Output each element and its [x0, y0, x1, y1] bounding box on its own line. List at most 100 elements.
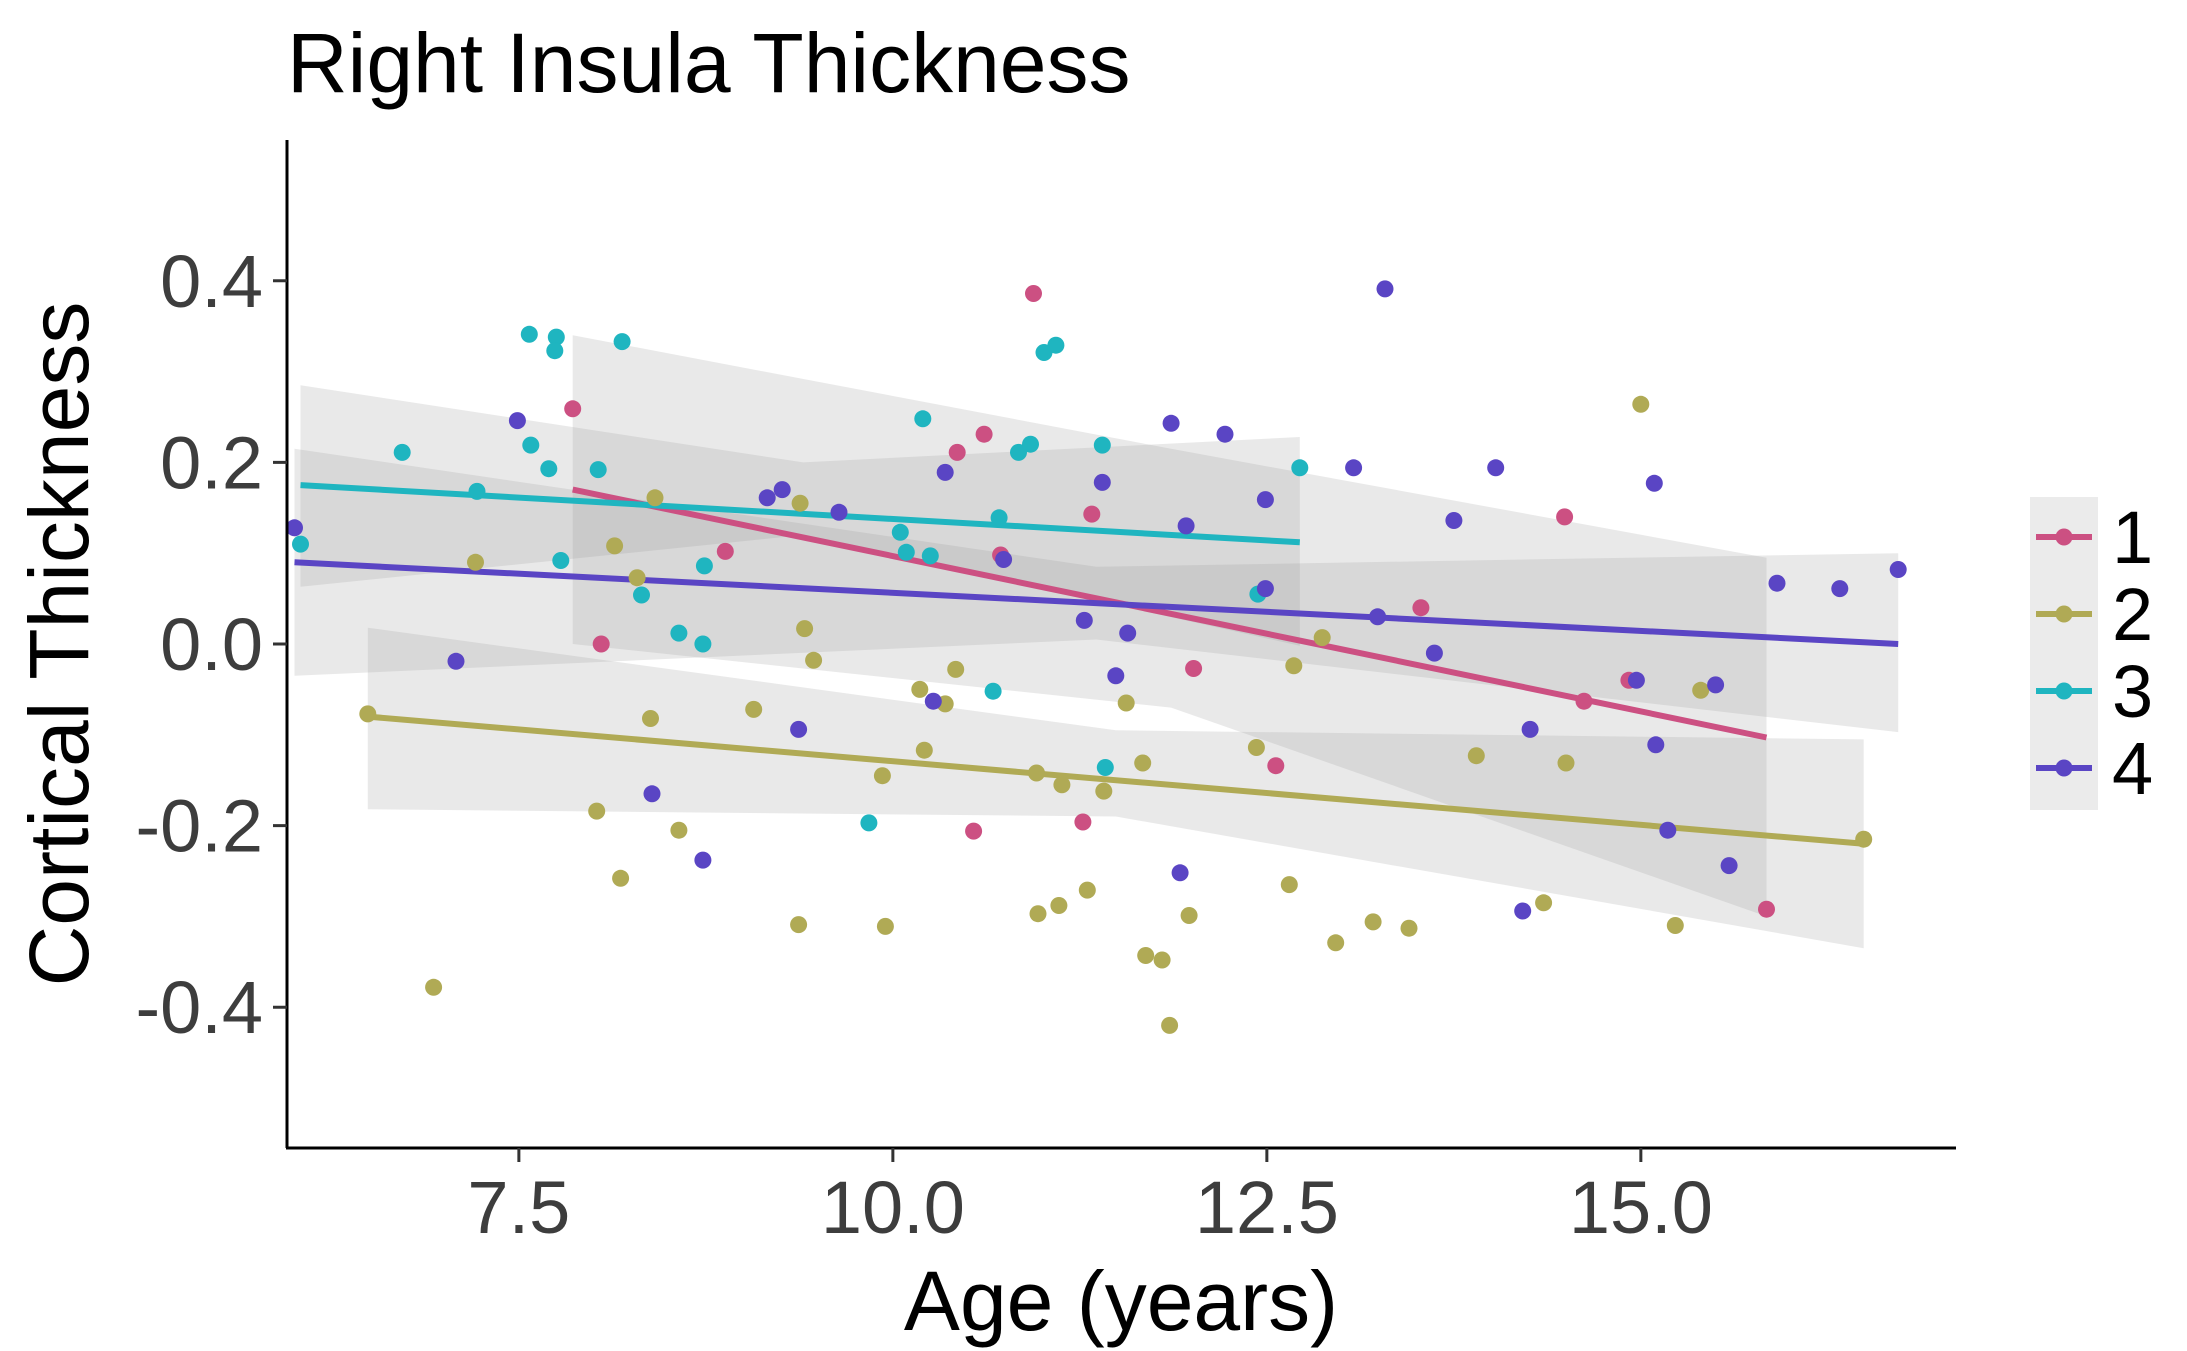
data-point-series-2	[359, 705, 377, 723]
data-point-series-2	[1467, 747, 1485, 765]
legend-background	[2030, 497, 2098, 810]
data-point-series-4	[1256, 491, 1274, 509]
data-point-series-2	[1364, 913, 1382, 931]
data-point-series-2	[628, 569, 646, 587]
data-point-series-4	[758, 489, 776, 507]
confidence-band-4	[294, 448, 1899, 733]
data-point-series-4	[830, 503, 848, 521]
data-point-series-2	[642, 710, 659, 727]
data-point-series-1	[1575, 692, 1593, 710]
data-point-series-3	[670, 624, 688, 642]
y-tick-label: -0.4	[135, 966, 263, 1049]
data-point-series-2	[1557, 754, 1575, 772]
data-point-series-3	[589, 461, 607, 479]
legend-label-2: 2	[2112, 573, 2153, 656]
data-point-series-4	[1889, 561, 1907, 578]
data-point-series-4	[447, 652, 465, 670]
data-point-series-2	[1313, 629, 1331, 647]
data-point-series-2	[1400, 919, 1418, 937]
fit-lines	[294, 482, 1899, 847]
data-point-series-4	[1647, 736, 1665, 754]
data-point-series-4	[773, 481, 791, 499]
data-point-series-2	[1134, 754, 1152, 772]
confidence-band-2	[367, 627, 1864, 949]
data-point-series-4	[1376, 280, 1394, 298]
legend-label-4: 4	[2112, 727, 2153, 810]
data-point-series-3	[547, 328, 565, 346]
data-points	[286, 280, 1907, 1034]
x-tick-label: 15.0	[1569, 1166, 1713, 1249]
data-point-series-2	[805, 651, 823, 669]
data-point-series-1	[1412, 599, 1430, 617]
data-point-series-2	[1029, 905, 1047, 923]
fit-line-2	[367, 713, 1864, 847]
y-axis-ticks: -0.4 -0.2 0.0 0.2 0.4	[135, 240, 287, 1049]
data-point-series-2	[1285, 657, 1303, 675]
data-point-series-2	[588, 802, 606, 820]
data-point-series-1	[1758, 900, 1775, 918]
data-point-series-3	[860, 814, 878, 832]
y-tick-label: 0.4	[160, 240, 263, 323]
y-axis-title: Cortical Thickness	[12, 302, 106, 987]
y-tick-label: -0.2	[135, 785, 263, 868]
x-tick-label: 12.5	[1195, 1166, 1339, 1249]
data-point-series-2	[425, 978, 443, 996]
data-point-series-1	[564, 400, 582, 418]
data-point-series-4	[1256, 580, 1274, 598]
data-point-series-3	[633, 586, 650, 604]
data-point-series-4	[286, 519, 303, 537]
data-point-series-4	[1514, 902, 1532, 920]
data-point-series-2	[1666, 917, 1684, 934]
data-point-series-3	[552, 552, 570, 569]
data-point-series-4	[790, 720, 808, 738]
data-point-series-1	[716, 542, 734, 560]
data-point-series-2	[745, 700, 763, 718]
data-point-series-4	[1216, 425, 1234, 443]
data-point-series-2	[1535, 894, 1553, 912]
data-point-series-2	[1161, 1016, 1179, 1034]
legend-key-point-3	[2055, 682, 2073, 700]
data-point-series-2	[1692, 681, 1710, 699]
data-point-series-1	[1025, 285, 1042, 302]
data-point-series-1	[1185, 660, 1203, 677]
data-point-series-2	[1050, 897, 1068, 914]
data-point-series-3	[520, 325, 538, 343]
data-point-series-2	[911, 680, 929, 698]
data-point-series-1	[1267, 757, 1285, 775]
data-point-series-2	[1117, 694, 1135, 712]
data-point-series-1	[975, 425, 993, 443]
data-point-series-3	[990, 509, 1008, 527]
legend-key-point-2	[2055, 605, 2073, 623]
data-point-series-3	[613, 333, 631, 351]
data-point-series-2	[876, 917, 894, 935]
data-point-series-2	[1137, 947, 1155, 964]
data-point-series-3	[897, 543, 915, 561]
data-point-series-4	[1369, 608, 1387, 626]
data-point-series-4	[1119, 624, 1137, 642]
data-point-series-4	[1345, 459, 1363, 477]
data-point-series-2	[947, 660, 965, 678]
data-point-series-3	[1291, 459, 1309, 477]
data-point-series-4	[1075, 611, 1093, 629]
data-point-series-3	[1047, 336, 1065, 354]
data-point-series-3	[694, 635, 712, 653]
x-tick-label: 7.5	[467, 1166, 570, 1249]
data-point-series-1	[1074, 813, 1092, 831]
data-point-series-3	[921, 547, 939, 565]
data-point-series-4	[508, 412, 526, 430]
legend-key-point-1	[2055, 528, 2073, 546]
data-point-series-1	[948, 443, 966, 461]
data-point-series-2	[1028, 764, 1045, 782]
data-point-series-4	[1659, 821, 1677, 839]
data-point-series-2	[670, 821, 688, 839]
data-point-series-2	[1180, 907, 1198, 924]
data-point-series-4	[1831, 580, 1849, 598]
data-point-series-3	[468, 482, 486, 500]
data-point-series-4	[1171, 864, 1189, 882]
data-point-series-2	[1053, 776, 1071, 794]
data-point-series-2	[873, 767, 891, 785]
y-tick-label: 0.2	[160, 421, 263, 504]
x-tick-label: 10.0	[821, 1166, 965, 1249]
data-point-series-4	[995, 551, 1013, 568]
